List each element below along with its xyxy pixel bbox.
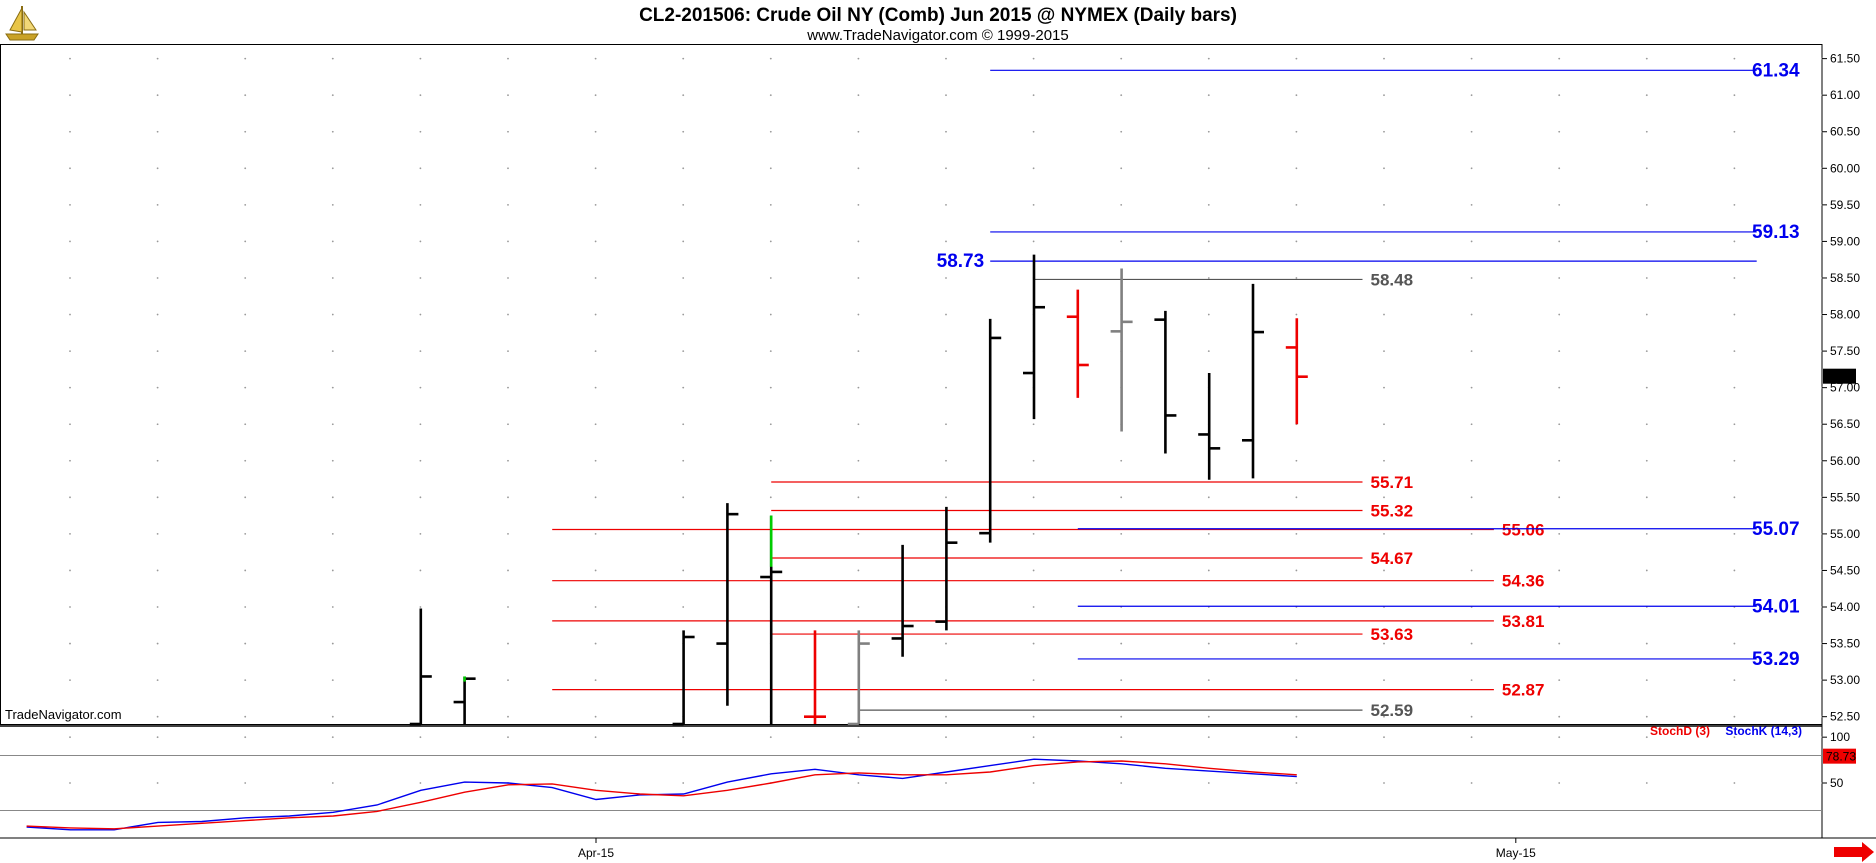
- tradenavigator-logo-icon[interactable]: [5, 6, 39, 41]
- level-label-53.63: 53.63: [1371, 625, 1414, 644]
- price-bar[interactable]: [409, 608, 432, 726]
- price-tick-label: 58.50: [1830, 271, 1860, 285]
- price-tick-label: 53.00: [1830, 673, 1860, 687]
- date-tick-label: Apr-15: [578, 846, 614, 860]
- level-label-54.67: 54.67: [1371, 549, 1414, 568]
- watermark-text: TradeNavigator.com: [5, 707, 122, 722]
- price-bar[interactable]: [1110, 268, 1133, 432]
- legend-stochk: StochK (14,3): [1725, 724, 1802, 738]
- price-bar[interactable]: [804, 630, 826, 724]
- price-tick-label: 57.50: [1830, 344, 1860, 358]
- price-panel-frame: [0, 44, 1823, 725]
- level-label-53.81: 53.81: [1502, 612, 1545, 631]
- date-tick-label: May-15: [1496, 846, 1536, 860]
- price-bar[interactable]: [979, 318, 1002, 543]
- last-osc-box: [1823, 748, 1856, 764]
- price-bar[interactable]: [1154, 310, 1177, 454]
- level-label-59.13: 59.13: [1752, 222, 1800, 243]
- level-label-58.73: 58.73: [937, 251, 985, 272]
- level-label-55.07: 55.07: [1752, 519, 1800, 540]
- level-label-58.48: 58.48: [1371, 270, 1414, 289]
- stoch-line-d[interactable]: [26, 760, 1297, 830]
- scroll-right-arrow-icon[interactable]: [1834, 842, 1874, 862]
- price-bar[interactable]: [672, 630, 695, 726]
- price-tick-label: 56.00: [1830, 454, 1860, 468]
- osc-grid-dots: [69, 736, 1823, 784]
- price-tick-label: 60.00: [1830, 161, 1860, 175]
- last-price-label: 57.15: [1826, 370, 1856, 384]
- price-panel: 61.50 61.00 60.50 60.00 59.50 59.00 58.50 58.00…: [0, 44, 1860, 838]
- price-tick-label: 61.50: [1830, 52, 1860, 66]
- level-label-52.87: 52.87: [1502, 681, 1545, 700]
- price-tick-label: 57.00: [1830, 381, 1860, 395]
- price-bar[interactable]: [1242, 283, 1264, 479]
- price-tick-label: 56.50: [1830, 417, 1860, 431]
- date-axis: Apr-15 May-15: [0, 837, 1876, 860]
- price-bar[interactable]: [1198, 373, 1221, 480]
- level-label-55.71: 55.71: [1371, 473, 1414, 492]
- price-bar[interactable]: [1023, 254, 1045, 420]
- stochastic-panel: 100 50 StochD (3) StochK (14,3) 78.73: [0, 724, 1856, 831]
- price-bar[interactable]: [716, 503, 739, 706]
- price-bar[interactable]: [1066, 289, 1089, 398]
- level-label-54.01: 54.01: [1752, 596, 1800, 617]
- price-tick-label: 60.50: [1830, 125, 1860, 139]
- price-tick-label: 61.00: [1830, 88, 1860, 102]
- chart-title: CL2-201506: Crude Oil NY (Comb) Jun 2015…: [639, 5, 1237, 26]
- price-tick-label: 55.00: [1830, 527, 1860, 541]
- osc-tick-label: 100: [1830, 730, 1850, 744]
- last-osc-label: 78.73: [1826, 750, 1856, 764]
- price-tick-label: 52.50: [1830, 710, 1860, 724]
- price-bar[interactable]: [891, 544, 914, 657]
- price-tick-label: 59.50: [1830, 198, 1860, 212]
- price-tick-label: 55.50: [1830, 490, 1860, 504]
- price-bar[interactable]: [847, 630, 870, 726]
- price-tick-label: 54.00: [1830, 600, 1860, 614]
- level-label-55.06: 55.06: [1502, 521, 1545, 540]
- price-tick-label: 58.00: [1830, 308, 1860, 322]
- price-bar[interactable]: [1285, 318, 1308, 425]
- price-tick-label: 54.50: [1830, 563, 1860, 577]
- legend-stochd: StochD (3): [1650, 724, 1710, 738]
- level-label-52.59: 52.59: [1371, 701, 1414, 720]
- price-bar[interactable]: [453, 676, 476, 724]
- last-price-box: [1823, 368, 1856, 384]
- chart-subtitle: www.TradeNavigator.com © 1999-2015: [806, 27, 1068, 44]
- level-label-55.32: 55.32: [1371, 501, 1414, 520]
- level-label-53.29: 53.29: [1752, 649, 1800, 670]
- level-label-61.34: 61.34: [1752, 60, 1800, 81]
- level-label-54.36: 54.36: [1502, 572, 1545, 591]
- price-bar[interactable]: [935, 506, 958, 631]
- osc-tick-label: 50: [1830, 776, 1844, 790]
- price-tick-label: 53.50: [1830, 637, 1860, 651]
- price-tick-label: 59.00: [1830, 234, 1860, 248]
